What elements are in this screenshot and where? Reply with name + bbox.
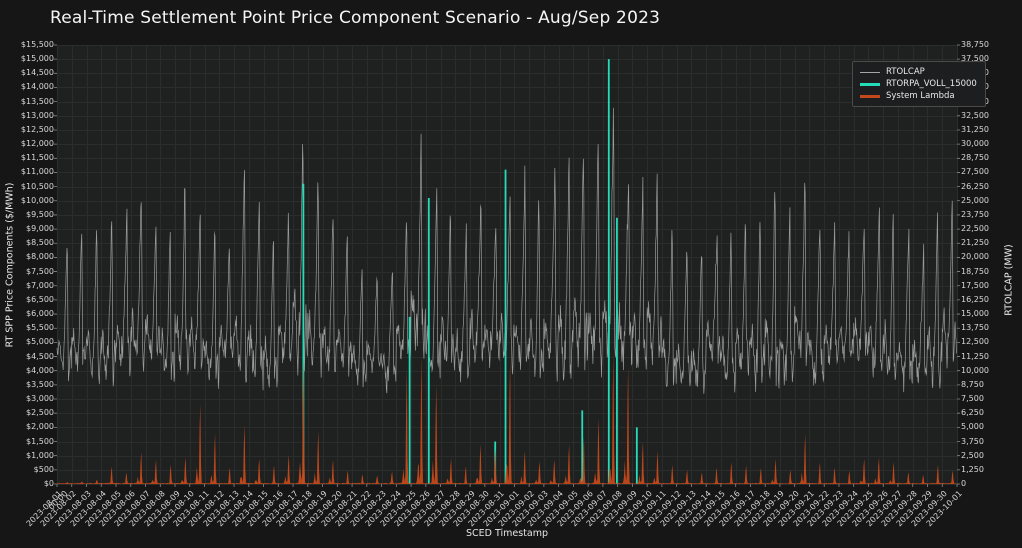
left-tick-label: $5,000 (26, 337, 54, 347)
right-tick-label: 31,250 (961, 124, 989, 134)
right-tick-label: 13,750 (961, 323, 989, 333)
legend[interactable]: RTOLCAP RTORPA_VOLL_15000 System Lambda (852, 61, 986, 107)
right-tick-label: 22,500 (961, 224, 989, 234)
left-tick-label: $4,000 (26, 365, 54, 375)
left-axis-title: RT SPP Price Components ($/MWh) (4, 182, 16, 348)
left-tick-label: $14,000 (20, 82, 54, 92)
legend-item-label: RTOLCAP (886, 67, 925, 77)
legend-color-chip (860, 94, 880, 98)
left-tick-label: $9,000 (26, 224, 54, 234)
left-tick-label: $2,000 (26, 422, 54, 432)
legend-item[interactable]: RTORPA_VOLL_15000 (860, 78, 977, 90)
legend-item-label: System Lambda (886, 91, 955, 101)
right-tick-label: 10,000 (961, 365, 989, 375)
left-tick-label: $5,500 (26, 323, 54, 333)
right-tick-label: 32,500 (961, 110, 989, 120)
right-tick-label: 18,750 (961, 266, 989, 276)
right-tick-label: 37,500 (961, 54, 989, 64)
left-tick-label: $7,500 (26, 266, 54, 276)
left-tick-label: $15,000 (20, 54, 54, 64)
right-tick-label: 25,000 (961, 195, 989, 205)
left-tick-label: $1,000 (26, 450, 54, 460)
left-tick-label: $500 (33, 464, 54, 474)
chart-title: Real-Time Settlement Point Price Compone… (50, 8, 661, 28)
left-tick-label: $6,500 (26, 294, 54, 304)
left-tick-label: $2,500 (26, 408, 54, 418)
right-tick-label: 8,750 (961, 379, 984, 389)
right-tick-label: 3,750 (961, 436, 984, 446)
left-tick-label: $11,000 (20, 167, 54, 177)
legend-item[interactable]: System Lambda (860, 90, 977, 102)
right-tick-label: 26,250 (961, 181, 989, 191)
right-tick-label: 16,250 (961, 294, 989, 304)
right-tick-label: 1,250 (961, 464, 984, 474)
right-tick-label: 23,750 (961, 209, 989, 219)
legend-color-chip (860, 71, 880, 73)
right-tick-label: 0 (961, 479, 967, 488)
right-tick-label: 12,500 (961, 337, 989, 347)
left-tick-label: $12,500 (20, 124, 54, 134)
right-tick-label: 7,500 (961, 394, 984, 404)
x-axis-title: SCED Timestamp (465, 528, 549, 539)
right-tick-label: 20,000 (961, 252, 989, 262)
right-tick-label: 2,500 (961, 450, 984, 460)
right-tick-label: 28,750 (961, 153, 989, 163)
left-tick-label: $15,500 (20, 40, 54, 49)
left-tick-label: $13,500 (20, 96, 54, 106)
left-tick-label: $3,000 (26, 394, 54, 404)
legend-item-label: RTORPA_VOLL_15000 (886, 79, 977, 89)
left-tick-label: $7,000 (26, 280, 54, 290)
left-tick-label: $14,500 (20, 68, 54, 78)
right-tick-label: 6,250 (961, 408, 984, 418)
left-tick-label: $6,000 (26, 309, 54, 319)
legend-item[interactable]: RTOLCAP (860, 66, 977, 78)
left-tick-label: $9,500 (26, 209, 54, 219)
left-tick-label: $3,500 (26, 379, 54, 389)
right-tick-label: 21,250 (961, 238, 989, 248)
left-tick-label: $8,500 (26, 238, 54, 248)
left-tick-label: $12,000 (20, 139, 54, 149)
right-tick-label: 5,000 (961, 422, 984, 432)
left-tick-label: $13,000 (20, 110, 54, 120)
right-tick-label: 11,250 (961, 351, 989, 361)
left-tick-label: $8,000 (26, 252, 54, 262)
left-tick-label: $10,000 (20, 195, 54, 205)
left-tick-label: $11,500 (20, 153, 54, 163)
left-tick-label: $10,500 (20, 181, 54, 191)
right-tick-label: 38,750 (961, 40, 989, 49)
right-tick-label: 27,500 (961, 167, 989, 177)
left-tick-label: $4,500 (26, 351, 54, 361)
right-axis-title: RTOLCAP (MW) (1003, 244, 1015, 316)
right-tick-label: 17,500 (961, 280, 989, 290)
left-tick-label: $1,500 (26, 436, 54, 446)
right-tick-label: 15,000 (961, 309, 989, 319)
right-tick-label: 30,000 (961, 139, 989, 149)
left-tick-label: $0 (43, 479, 54, 488)
legend-color-chip (860, 82, 880, 86)
